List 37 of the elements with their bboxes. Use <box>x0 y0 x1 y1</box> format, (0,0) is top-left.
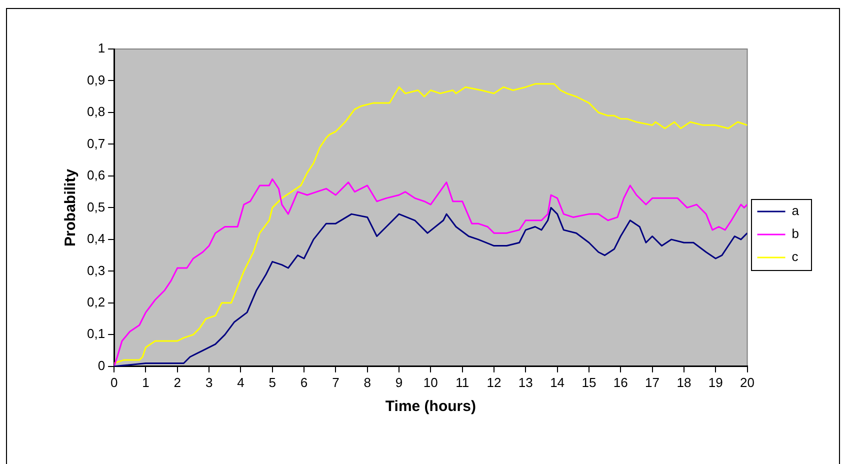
y-tick-label: 0,5 <box>86 199 106 214</box>
y-tick-label: 0,7 <box>86 136 106 151</box>
x-tick-label: 3 <box>205 374 213 390</box>
x-tick-label: 9 <box>395 374 403 390</box>
y-tick-label: 0,1 <box>86 326 106 342</box>
x-tick-label: 18 <box>676 374 692 390</box>
x-tick-label: 10 <box>423 374 438 390</box>
y-tick-label: 0 <box>98 358 106 373</box>
x-tick-label: 16 <box>613 374 628 390</box>
y-axis-title: Probability <box>62 168 80 246</box>
legend-label: a <box>792 203 800 218</box>
x-tick-label: 0 <box>110 374 118 390</box>
x-tick-label: 8 <box>364 374 371 390</box>
x-tick-label: 20 <box>740 374 755 390</box>
y-tick-label: 0,6 <box>86 168 106 183</box>
x-tick-label: 14 <box>550 374 565 390</box>
y-tick-label: 0,4 <box>86 231 106 246</box>
x-tick-label: 13 <box>518 374 533 390</box>
x-tick-label: 15 <box>582 374 596 390</box>
x-tick-label: 2 <box>174 374 182 390</box>
x-tick-label: 1 <box>142 374 150 390</box>
y-tick-label: 0,2 <box>86 294 106 310</box>
y-tick-label: 1 <box>98 40 106 56</box>
y-tick-label: 0,9 <box>86 72 106 88</box>
x-tick-label: 7 <box>332 374 340 390</box>
x-tick-label: 11 <box>456 374 470 390</box>
x-tick-label: 4 <box>237 374 244 390</box>
legend-label: c <box>792 249 799 264</box>
x-tick-label: 5 <box>268 374 276 390</box>
x-tick-label: 6 <box>300 374 308 390</box>
x-tick-label: 17 <box>645 374 660 390</box>
y-tick-label: 0,8 <box>86 104 106 120</box>
x-axis-title: Time (hours) <box>385 398 476 416</box>
x-tick-label: 12 <box>486 374 502 390</box>
legend-label: b <box>792 226 800 242</box>
y-tick-label: 0,3 <box>86 262 106 278</box>
x-tick-label: 19 <box>708 374 723 390</box>
